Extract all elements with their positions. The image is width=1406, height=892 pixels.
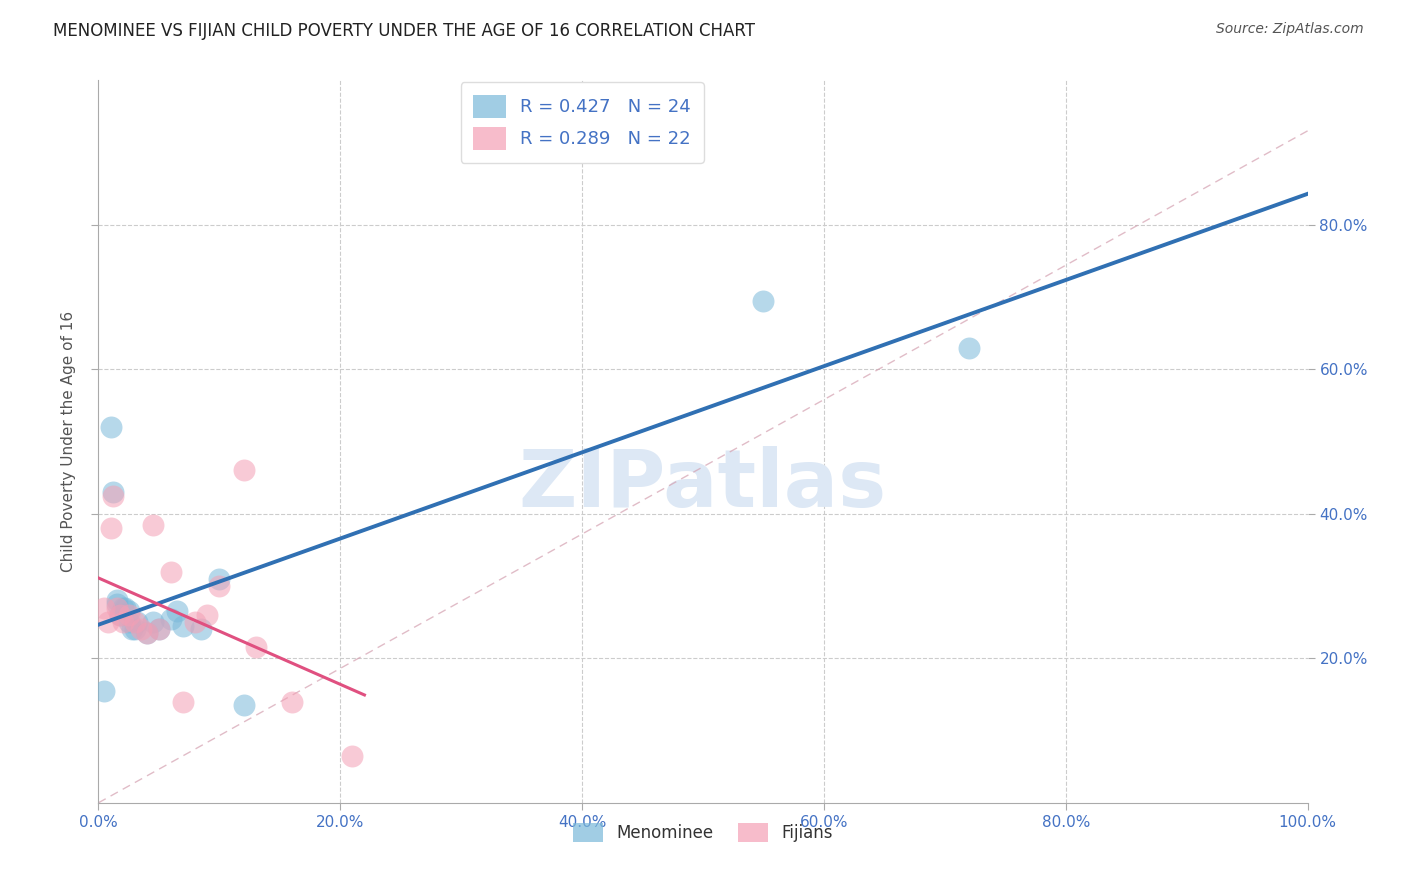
Point [97, 615, 120, 630]
Point [245, 640, 267, 655]
Point [118, 607, 141, 622]
Point [124, 623, 146, 637]
Point [105, 600, 128, 615]
Legend: Menominee, Fijians: Menominee, Fijians [567, 816, 839, 848]
Point [118, 615, 141, 630]
Point [160, 611, 183, 625]
Point [190, 623, 212, 637]
Point [281, 695, 304, 709]
Y-axis label: Child Poverty Under the Age of 16: Child Poverty Under the Age of 16 [60, 311, 76, 572]
Point [342, 748, 364, 763]
Point [101, 489, 124, 503]
Point [172, 695, 194, 709]
Point [124, 615, 146, 630]
Point [100, 521, 122, 535]
Point [129, 623, 152, 637]
Point [208, 579, 231, 593]
Point [127, 615, 149, 630]
Point [100, 420, 122, 434]
Point [114, 600, 136, 615]
Point [208, 572, 231, 586]
Point [121, 623, 143, 637]
Point [142, 517, 165, 532]
Point [135, 626, 157, 640]
Point [752, 293, 775, 308]
Point [111, 615, 134, 630]
Point [142, 615, 165, 630]
Point [105, 593, 128, 607]
Point [148, 623, 170, 637]
Point [172, 619, 194, 633]
Point [108, 607, 131, 622]
Point [93, 683, 115, 698]
Text: MENOMINEE VS FIJIAN CHILD POVERTY UNDER THE AGE OF 16 CORRELATION CHART: MENOMINEE VS FIJIAN CHILD POVERTY UNDER … [53, 22, 755, 40]
Point [93, 600, 115, 615]
Point [195, 607, 218, 622]
Point [111, 600, 134, 615]
Point [184, 615, 207, 630]
Point [148, 623, 170, 637]
Point [232, 463, 254, 477]
Point [160, 565, 183, 579]
Text: Source: ZipAtlas.com: Source: ZipAtlas.com [1216, 22, 1364, 37]
Point [118, 604, 141, 618]
Point [105, 597, 128, 611]
Point [957, 341, 980, 355]
Point [135, 626, 157, 640]
Point [101, 485, 124, 500]
Point [232, 698, 254, 713]
Text: ZIPatlas: ZIPatlas [519, 446, 887, 524]
Point [166, 604, 188, 618]
Point [108, 607, 131, 622]
